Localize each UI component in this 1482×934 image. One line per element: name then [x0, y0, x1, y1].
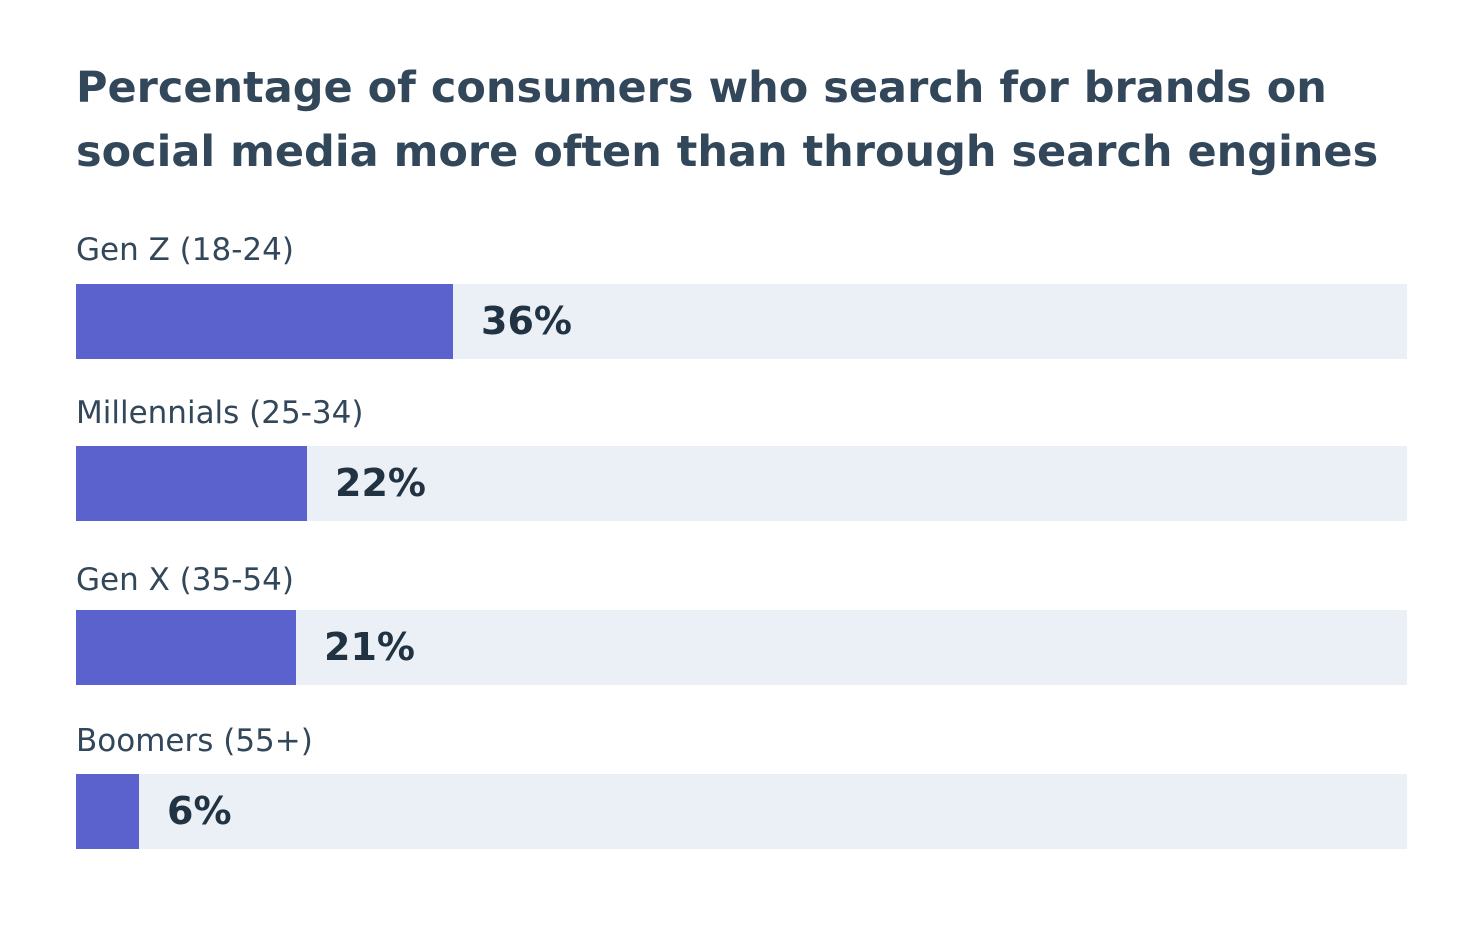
bar — [76, 284, 453, 359]
bar-track: 6% — [76, 774, 1407, 849]
category-label: Gen X (35-54) — [76, 562, 294, 598]
bar — [76, 610, 296, 685]
value-label: 6% — [167, 789, 232, 833]
value-label: 21% — [324, 625, 415, 669]
bar — [76, 774, 139, 849]
category-label: Boomers (55+) — [76, 723, 313, 759]
bar-track: 36% — [76, 284, 1407, 359]
chart-title: Percentage of consumers who search for b… — [76, 63, 1379, 177]
category-label: Millennials (25-34) — [76, 395, 364, 431]
category-label: Gen Z (18-24) — [76, 232, 294, 268]
value-label: 22% — [335, 461, 426, 505]
bar-track: 22% — [76, 446, 1407, 521]
bar — [76, 446, 307, 521]
value-label: 36% — [481, 299, 572, 343]
bar-track: 21% — [76, 610, 1407, 685]
